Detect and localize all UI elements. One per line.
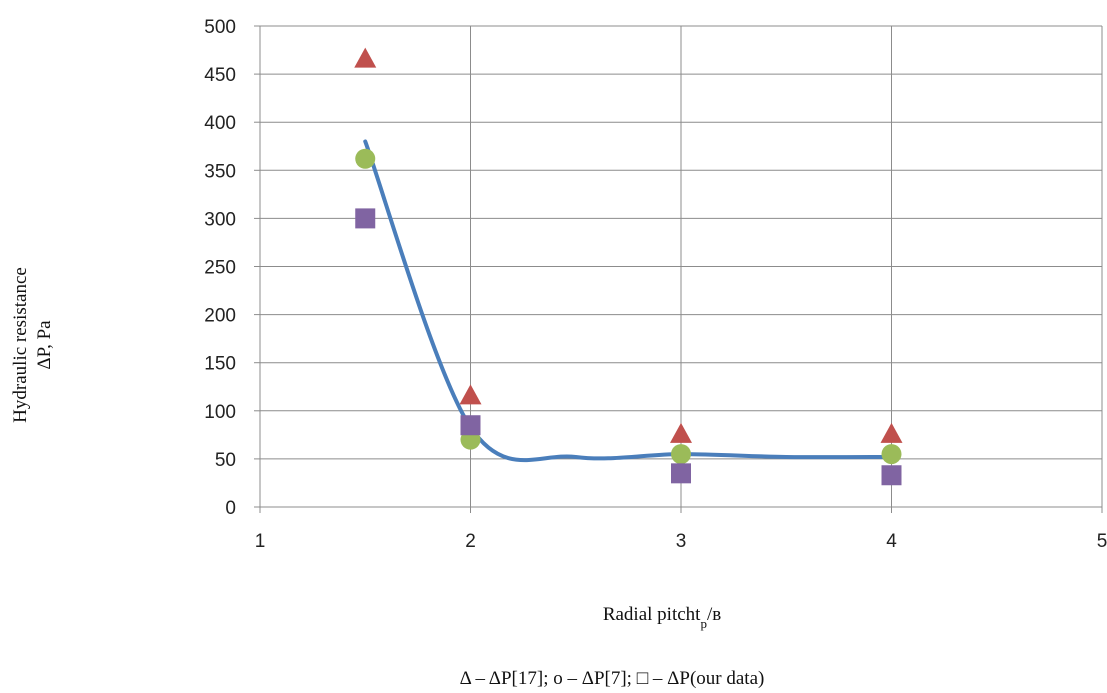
circle-marker-3 — [671, 444, 691, 465]
y-tick-label-500: 500 — [204, 17, 236, 38]
fit-curve — [363, 139, 894, 463]
y-tick-label-0: 0 — [225, 498, 236, 519]
y-tick-labels: 0 50 100 150 200 250 300 350 400 450 500 — [204, 17, 236, 519]
x-tick-label-1: 1 — [255, 531, 266, 552]
square-marker-2 — [460, 415, 481, 436]
x-axis-label-subscript: p — [700, 616, 707, 631]
circle-marker-1 — [355, 148, 376, 169]
x-tick-label-2: 2 — [465, 531, 476, 552]
triangle-marker-4 — [880, 422, 903, 443]
legend-caption: Δ – ΔP[17]; o – ΔP[7]; □ – ΔP(our data) — [460, 668, 765, 689]
y-tick-label-50: 50 — [215, 450, 236, 471]
fit-curve-path — [363, 139, 894, 463]
square-marker-3 — [671, 463, 691, 484]
triangle-marker-3 — [670, 422, 692, 443]
square-marker-1 — [355, 208, 376, 229]
triangle-marker-2 — [459, 384, 482, 405]
triangle-marker-1 — [354, 47, 377, 68]
x-tick-labels: 1 2 3 4 5 — [255, 531, 1107, 552]
y-tick-label-200: 200 — [204, 306, 236, 327]
y-axis-label-line1: Hydraulic resistance — [10, 267, 31, 423]
y-tick-label-100: 100 — [204, 402, 236, 423]
x-tick-label-3: 3 — [676, 531, 687, 552]
y-tick-label-450: 450 — [204, 65, 236, 86]
data-markers — [354, 47, 903, 486]
y-tick-label-250: 250 — [204, 258, 236, 279]
y-tick-label-350: 350 — [204, 161, 236, 182]
x-tick-label-5: 5 — [1097, 531, 1107, 552]
x-axis-label: Radial pitchtp/в — [603, 604, 721, 631]
x-axis-label-main: Radial pitch — [603, 604, 696, 625]
y-tick-label-150: 150 — [204, 354, 236, 375]
x-axis-label-suffix: /в — [707, 604, 721, 625]
x-tick-label-4: 4 — [886, 531, 897, 552]
circle-marker-4 — [881, 444, 902, 465]
axes — [254, 25, 1103, 513]
square-marker-4 — [881, 465, 902, 486]
y-tick-label-400: 400 — [204, 113, 236, 134]
x-axis-label-t: t — [695, 604, 701, 625]
y-tick-label-300: 300 — [204, 209, 236, 230]
y-axis-label-line2: ΔP, Pa — [34, 320, 55, 370]
